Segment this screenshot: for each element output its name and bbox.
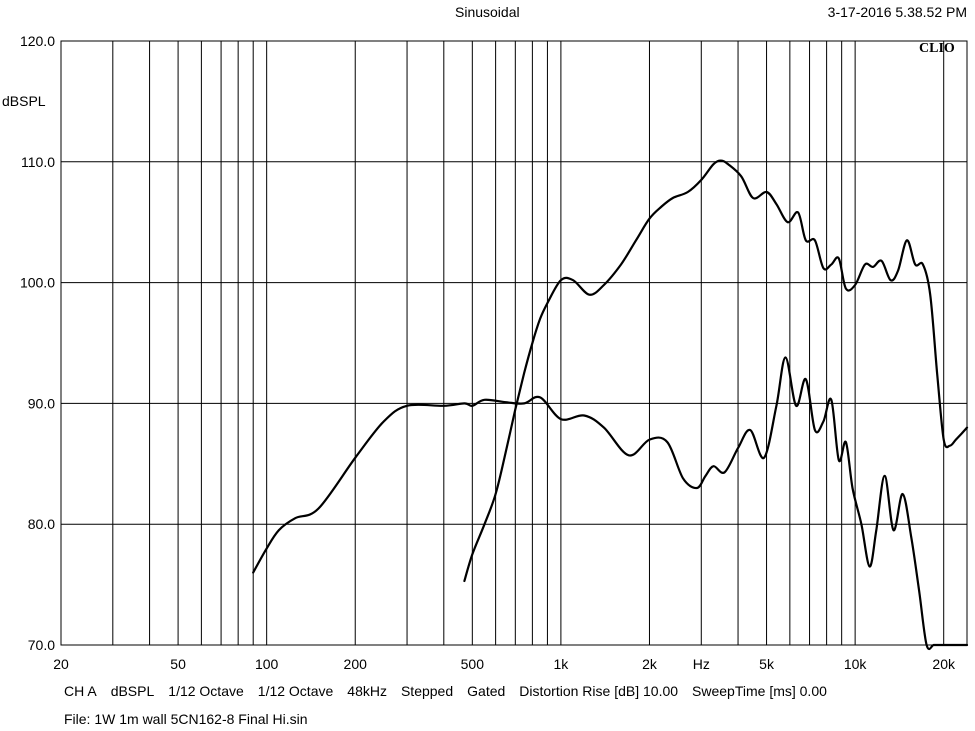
plot-frame bbox=[60, 40, 968, 646]
setting-item: Stepped bbox=[400, 683, 454, 699]
setting-item: 1/12 Octave bbox=[257, 683, 334, 699]
x-tick-label: 2k bbox=[642, 656, 658, 672]
y-tick-label: 70.0 bbox=[28, 637, 55, 653]
series-line-2 bbox=[463, 159, 969, 583]
timestamp: 3-17-2016 5.38.52 PM bbox=[827, 4, 967, 20]
file-name: File: 1W 1m wall 5CN162-8 Final Hi.sin bbox=[64, 711, 308, 727]
measurement-settings: CH A dBSPL 1/12 Octave 1/12 Octave 48kHz Step… bbox=[64, 683, 841, 699]
setting-item: Distortion Rise [dB] 10.00 bbox=[519, 683, 679, 699]
setting-item: SweepTime [ms] 0.00 bbox=[692, 683, 827, 699]
clio-logo: CLIO bbox=[919, 41, 955, 56]
series-line-1 bbox=[252, 356, 969, 651]
y-tick-label: 110.0 bbox=[21, 154, 55, 170]
x-axis-tick-labels: 20 50 100 200 500 1k 2k Hz 5k 10k 20k bbox=[53, 656, 956, 672]
y-axis-tick-labels: 70.0 80.0 90.0 100.0 110.0 120.0 bbox=[20, 33, 55, 653]
setting-item: dBSPL bbox=[110, 683, 155, 699]
setting-item: 1/12 Octave bbox=[168, 683, 244, 699]
setting-item: CH A bbox=[64, 683, 97, 699]
x-tick-label: 20k bbox=[932, 656, 956, 672]
x-tick-label: 500 bbox=[461, 656, 485, 672]
y-tick-label: 100.0 bbox=[20, 275, 55, 291]
x-tick-label: 50 bbox=[170, 656, 186, 672]
x-tick-label: 5k bbox=[759, 656, 775, 672]
x-tick-label: 1k bbox=[553, 656, 569, 672]
x-tick-label: 200 bbox=[344, 656, 368, 672]
x-tick-label: Hz bbox=[693, 656, 710, 672]
x-tick-label: 100 bbox=[255, 656, 279, 672]
series-group bbox=[252, 159, 969, 651]
x-tick-label: 20 bbox=[53, 656, 69, 672]
x-tick-label: 10k bbox=[844, 656, 868, 672]
y-tick-label: 120.0 bbox=[20, 33, 55, 49]
setting-item: Gated bbox=[467, 683, 506, 699]
y-tick-label: 80.0 bbox=[28, 516, 55, 532]
y-tick-label: 90.0 bbox=[28, 395, 55, 411]
setting-item: 48kHz bbox=[347, 683, 387, 699]
y-axis-label: dBSPL bbox=[2, 93, 46, 109]
grid bbox=[61, 41, 967, 645]
chart-title: Sinusoidal bbox=[455, 4, 520, 20]
